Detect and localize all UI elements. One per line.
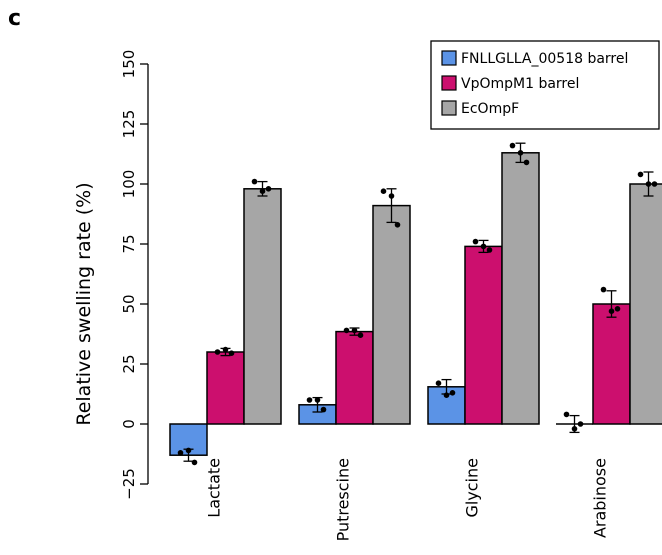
data-point bbox=[608, 308, 615, 315]
y-tick-label: −25 bbox=[120, 468, 138, 500]
y-tick-label: 25 bbox=[120, 354, 138, 373]
y-tick-label: 75 bbox=[120, 234, 138, 253]
legend-swatch bbox=[441, 100, 457, 116]
bars bbox=[169, 142, 662, 466]
data-point bbox=[563, 411, 570, 418]
y-tick-label: 150 bbox=[120, 50, 138, 79]
data-point bbox=[523, 159, 530, 166]
data-point bbox=[637, 171, 644, 178]
bar bbox=[243, 188, 282, 425]
bar bbox=[464, 245, 503, 425]
data-point bbox=[571, 426, 578, 432]
data-point bbox=[343, 327, 350, 334]
category-label: Arabinose bbox=[591, 458, 610, 538]
data-point bbox=[214, 349, 221, 355]
data-point bbox=[259, 188, 266, 194]
data-point bbox=[306, 397, 313, 403]
category-label: Glycine bbox=[463, 458, 482, 518]
data-point bbox=[435, 380, 442, 387]
data-point bbox=[191, 459, 198, 466]
data-point bbox=[394, 222, 401, 228]
data-point bbox=[351, 327, 358, 334]
data-point bbox=[480, 243, 487, 250]
data-point bbox=[443, 392, 450, 399]
data-point bbox=[645, 181, 652, 187]
data-point bbox=[228, 350, 235, 357]
data-point bbox=[357, 332, 364, 339]
data-point bbox=[486, 247, 493, 253]
category-labels: Lactate Putrescine Glycine Arabinose bbox=[205, 458, 610, 541]
bar bbox=[335, 330, 374, 425]
data-point bbox=[380, 188, 387, 194]
y-tick-label: 0 bbox=[120, 419, 138, 429]
category-label: Putrescine bbox=[334, 458, 353, 541]
legend-label: FNLLGLLA_00518 barrel bbox=[461, 51, 628, 67]
data-point bbox=[600, 286, 607, 293]
data-point bbox=[222, 346, 229, 353]
legend-label: VpOmpM1 barrel bbox=[461, 76, 579, 92]
legend: FNLLGLLA_00518 barrel VpOmpM1 barrel EcOmp… bbox=[430, 40, 660, 130]
data-point bbox=[320, 406, 327, 413]
data-point bbox=[251, 178, 258, 185]
bar bbox=[501, 152, 540, 425]
data-point bbox=[177, 450, 184, 456]
data-point bbox=[509, 142, 516, 149]
data-point bbox=[651, 181, 658, 187]
data-point bbox=[185, 447, 192, 454]
data-point bbox=[449, 390, 456, 396]
y-tick-label: 100 bbox=[120, 170, 138, 199]
bar bbox=[592, 303, 631, 425]
legend-box bbox=[430, 40, 660, 130]
legend-swatch bbox=[441, 75, 457, 91]
legend-label: EcOmpF bbox=[461, 101, 519, 117]
data-point bbox=[388, 193, 395, 199]
data-point bbox=[614, 306, 621, 312]
bar bbox=[629, 183, 662, 425]
panel-label: c bbox=[8, 6, 21, 31]
y-tick-label: 50 bbox=[120, 294, 138, 313]
y-tick-label: 125 bbox=[120, 110, 138, 139]
bar bbox=[372, 204, 411, 425]
legend-swatch bbox=[441, 50, 457, 66]
data-point bbox=[517, 150, 524, 156]
data-point bbox=[472, 238, 479, 245]
bar bbox=[206, 351, 245, 425]
data-point bbox=[314, 397, 321, 403]
y-axis: −25 0 25 50 75 100 125 150 bbox=[120, 50, 149, 500]
y-axis-title: Relative swelling rate (%) bbox=[73, 182, 95, 425]
category-label: Lactate bbox=[205, 458, 224, 518]
data-point bbox=[265, 186, 272, 192]
data-point bbox=[577, 421, 584, 427]
